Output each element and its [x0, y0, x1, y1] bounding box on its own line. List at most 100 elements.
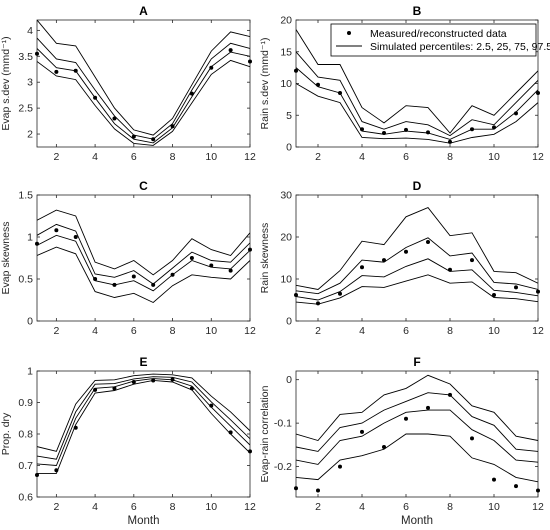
panel-e-data-point: [248, 449, 252, 454]
panel-e-xlabel: Month: [128, 515, 160, 527]
panel-a-xtick-label: 4: [92, 151, 98, 163]
panel-c-ylabel: Evap skewness: [0, 222, 12, 295]
panel-b-ylabel: Rain s.dev (mmd⁻¹): [259, 38, 271, 130]
panel-e-plot-area: [37, 373, 250, 474]
panel-c-data-point: [228, 268, 233, 273]
panel-b-ytick-label: 10: [280, 78, 292, 90]
panel-d-xtick-label: 2: [315, 325, 321, 337]
panel-f-xtick-label: 8: [447, 501, 453, 513]
panel-e-percentile-line-3: [37, 378, 250, 466]
panel-a-data-point: [35, 51, 39, 56]
panel-e-xtick-label: 2: [53, 501, 59, 513]
panel-a-xtick-label: 12: [244, 151, 256, 163]
panel-f-data-point: [426, 405, 430, 410]
panel-e-data-point: [131, 380, 136, 385]
panel-c-percentile-line-3: [37, 234, 250, 292]
panel-f: 2 4 6 8 10 12 -0.2 -0.1 0 F Evap-rain correlation M…: [259, 355, 544, 527]
panel-e-ylabel: Prop. dry: [0, 412, 12, 455]
panel-a-data-point: [151, 137, 156, 142]
panel-a-title: A: [139, 4, 148, 18]
panel-a-data-point: [170, 124, 175, 129]
panel-f-percentile-line-2: [296, 392, 538, 452]
panel-a-axes-box: [36, 19, 251, 148]
panel-f-xtick-label: 6: [403, 501, 409, 513]
panel-e-data-point: [35, 472, 39, 477]
panel-a-ylabel: Evap s.dev (mmd⁻¹): [0, 36, 12, 130]
legend-box: [330, 23, 537, 57]
panel-d-ylabel: Rain skewness: [259, 223, 271, 294]
panel-c-ytick-label: 1.5: [18, 190, 33, 202]
panel-e-data-point: [151, 378, 156, 383]
panel-e-data-point: [189, 386, 194, 391]
panel-c-data-point: [73, 235, 78, 239]
panel-d-data-point: [514, 285, 518, 290]
panel-f-data-point: [404, 416, 408, 421]
panel-b: 2 4 6 8 10 12 0 5 10 15 20 B Rain s.dev (mmd⁻¹): [259, 4, 544, 163]
panel-a-xtick-label: 8: [170, 151, 176, 163]
panel-a-data-point: [131, 134, 136, 139]
panel-b-data-point: [338, 91, 342, 96]
panel-b-percentile-line-3: [296, 67, 538, 140]
panel-d-data-point: [294, 292, 298, 297]
panel-c-percentile-line-4: [37, 246, 250, 304]
legend-point-marker: [347, 31, 351, 35]
panel-b-xtick-label: 2: [315, 151, 321, 163]
panel-e: 2 4 6 8 10 12 0.6 0.7 0.8 0.9 1 E Prop. dry Month: [0, 355, 256, 527]
panel-d-percentile-line-3: [296, 258, 538, 301]
panel-b-data-point: [448, 139, 452, 144]
panel-f-data-point: [514, 484, 518, 489]
panel-d-data-point: [536, 289, 540, 294]
panel-f-data-point: [360, 429, 364, 434]
panel-f-data-point: [338, 464, 342, 469]
panel-f-percentile-line-3: [296, 409, 538, 465]
panel-c-data-point: [189, 256, 194, 260]
panel-c-data-point: [112, 282, 117, 287]
panel-a-xtick-label: 6: [131, 151, 137, 163]
panel-c-plot-area: [37, 209, 250, 304]
panel-d-xtick-label: 12: [532, 325, 544, 337]
panel-b-xtick-label: 8: [447, 151, 453, 163]
panel-d-ytick-label: 10: [280, 274, 292, 286]
panel-a-data-point: [248, 59, 252, 64]
panel-f-percentile-line-4: [296, 433, 538, 483]
panel-d: 2 4 6 8 10 12 0 10 20 30 D Rain skewness: [259, 179, 544, 337]
panel-e-ytick-label: 0.7: [18, 460, 33, 472]
panel-c-xtick-label: 10: [205, 325, 217, 337]
panel-f-data-point: [470, 436, 474, 441]
panel-b-ytick-label: 5: [286, 110, 292, 122]
panel-a-data-point: [73, 68, 78, 73]
panel-a-xtick-label: 2: [53, 151, 59, 163]
panel-e-percentile-line-4: [37, 379, 250, 474]
panel-e-percentile-line-1: [37, 373, 250, 452]
panel-d-percentile-line-2: [296, 237, 538, 295]
panel-f-xlabel: Month: [401, 515, 433, 527]
panel-c-xtick-label: 12: [244, 325, 256, 337]
panel-d-data-point: [492, 292, 496, 297]
panel-b-data-point: [470, 127, 474, 132]
panel-c-percentile-line-2: [37, 223, 250, 285]
panel-d-ytick-label: 0: [286, 316, 292, 328]
panel-c-data-point: [209, 263, 214, 268]
panel-d-plot-area: [296, 207, 538, 305]
panel-c-data-point: [35, 241, 39, 246]
panel-a-ytick-label: 3: [27, 77, 33, 89]
panel-b-data-point: [382, 131, 386, 136]
panel-b-xtick-label: 12: [532, 151, 544, 163]
panel-c-ytick-label: 0: [27, 316, 33, 328]
panel-a-percentile-line-1: [37, 20, 250, 136]
panel-f-ylabel: Evap-rain correlation: [259, 385, 271, 482]
panel-a-data-point: [93, 95, 98, 100]
panel-d-data-point: [470, 258, 474, 263]
panel-b-data-point: [426, 130, 430, 135]
panel-c-data-point: [151, 282, 156, 287]
panel-e-ytick-label: 0.6: [18, 492, 33, 504]
panel-b-xtick-label: 6: [403, 151, 409, 163]
panel-b-data-point: [360, 127, 364, 132]
panel-e-data-point: [209, 403, 214, 408]
panel-f-xtick-label: 12: [532, 501, 544, 513]
panel-e-xtick-label: 12: [244, 501, 256, 513]
panel-c: 2 4 6 8 10 12 0 0.5 1 1.5 C Evap skewness: [0, 179, 256, 337]
panel-a-data-point: [189, 91, 194, 96]
panel-e-ytick-label: 0.9: [18, 397, 33, 409]
panel-b-title: B: [413, 4, 422, 18]
